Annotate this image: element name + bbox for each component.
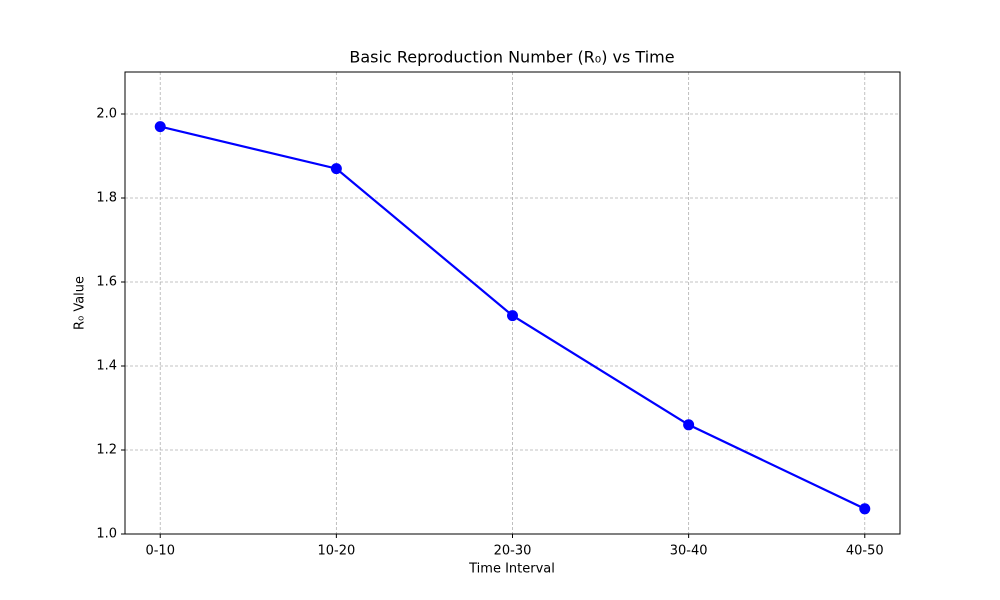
point — [507, 310, 518, 322]
y-tick-label: 1.2 — [96, 443, 117, 458]
x-tick-label: 30-40 — [670, 544, 708, 559]
y-tick-label: 1.6 — [96, 275, 117, 290]
x-tick-label: 10-20 — [317, 544, 355, 559]
point — [154, 121, 166, 133]
point — [330, 163, 342, 175]
y-axis-label: R₀ Value — [73, 276, 88, 330]
x-tick-label: 20-30 — [494, 544, 532, 559]
point — [683, 419, 695, 431]
y-tick-label: 1.0 — [96, 527, 117, 542]
y-tick-label: 1.8 — [96, 191, 117, 206]
x-tick-label: 0-10 — [145, 544, 175, 559]
x-axis-label: Time Interval — [468, 562, 555, 577]
y-tick-label: 1.4 — [96, 359, 117, 374]
chart-title: Basic Reproduction Number (R₀) vs Time — [349, 48, 674, 67]
point — [859, 503, 871, 515]
plot-frame — [124, 71, 901, 535]
y-tick-label: 2.0 — [96, 107, 117, 122]
x-tick-label: 40-50 — [846, 544, 884, 559]
